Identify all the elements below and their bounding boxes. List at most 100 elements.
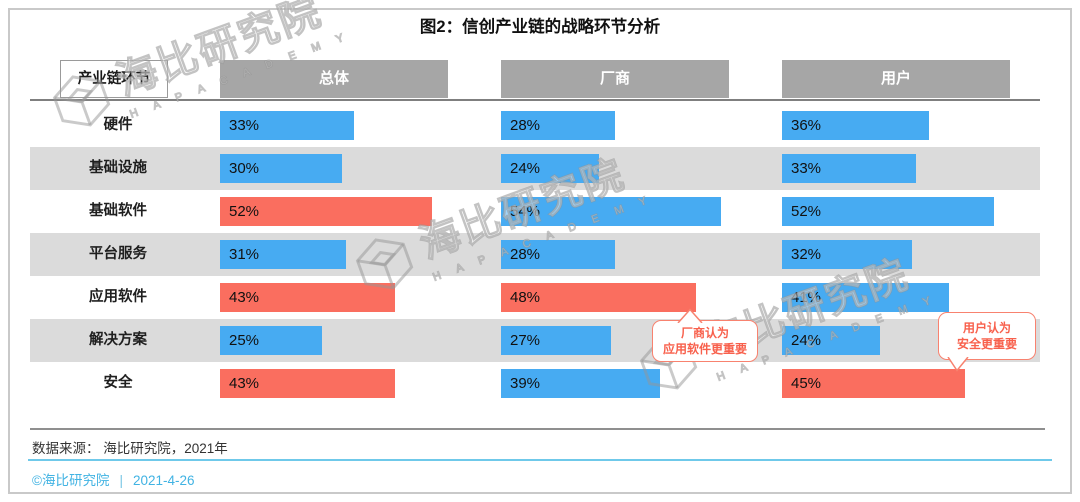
cell-vendor: 27% — [501, 319, 729, 362]
cell-vendor: 28% — [501, 104, 729, 147]
bar-value: 24% — [510, 160, 541, 177]
bar-value: 33% — [229, 117, 260, 134]
bar-overall: 33% — [220, 111, 355, 140]
bar-overall: 25% — [220, 326, 322, 355]
footer-divider — [28, 459, 1052, 461]
footer-date: 2021-4-26 — [132, 473, 195, 488]
column-gap — [448, 104, 501, 147]
row-label: 解决方案 — [89, 332, 147, 348]
header-divider — [30, 99, 1040, 101]
bar-value: 28% — [510, 117, 541, 134]
row-label: 基础软件 — [89, 203, 147, 219]
bar-value: 30% — [229, 160, 260, 177]
vendor-callout-bubble: 厂商认为 应用软件更重要 — [652, 308, 758, 362]
corner-label: 产业链环节 — [60, 60, 168, 98]
footer: ©海比研究院 | 2021-4-26 — [32, 469, 195, 489]
cell-user: 41% — [782, 276, 1010, 319]
cell-overall: 33% — [220, 104, 448, 147]
bar-vendor: 54% — [501, 197, 721, 226]
cell-vendor: 24% — [501, 147, 729, 190]
cell-user: 52% — [782, 190, 1010, 233]
bar-overall: 31% — [220, 240, 347, 269]
callout-tail-down-icon — [947, 357, 969, 372]
column-gap — [729, 362, 782, 405]
source-note: 数据来源： 海比研究院，2021年 — [32, 441, 228, 456]
bar-value: 54% — [510, 203, 541, 220]
bar-value: 28% — [510, 246, 541, 263]
callout-text-line: 厂商认为 — [680, 325, 729, 340]
bar-vendor: 28% — [501, 111, 615, 140]
table-body: 硬件 33% 28% 36% 基础设施 30% 24% 33% 基础软件 52%… — [30, 104, 1040, 405]
cell-overall: 52% — [220, 190, 448, 233]
table-row: 基础设施 30% 24% 33% — [30, 147, 1040, 190]
cell-overall: 30% — [220, 147, 448, 190]
user-callout-bubble: 用户认为 安全更重要 — [938, 312, 1036, 372]
table-row: 应用软件 43% 48% 41% — [30, 276, 1040, 319]
bar-value: 52% — [791, 203, 822, 220]
column-gap — [729, 276, 782, 319]
bar-overall: 30% — [220, 154, 343, 183]
column-gap — [448, 362, 501, 405]
bar-user: 45% — [782, 369, 966, 398]
bar-overall: 43% — [220, 283, 395, 312]
bar-value: 43% — [229, 289, 260, 306]
row-label: 应用软件 — [89, 289, 147, 305]
cell-vendor: 48% — [501, 276, 729, 319]
bar-value: 45% — [791, 375, 822, 392]
bar-user: 36% — [782, 111, 929, 140]
bar-vendor: 28% — [501, 240, 615, 269]
callout-text-line: 用户认为 — [962, 320, 1011, 335]
footer-brand: ©海比研究院 — [32, 473, 110, 488]
column-gap — [448, 276, 501, 319]
chart-title: 图2：信创产业链的战略环节分析 — [419, 18, 661, 36]
bar-vendor: 27% — [501, 326, 611, 355]
bar-value: 32% — [791, 246, 822, 263]
column-gap — [729, 190, 782, 233]
bar-value: 25% — [229, 332, 260, 349]
cell-user: 36% — [782, 104, 1010, 147]
cell-user: 32% — [782, 233, 1010, 276]
column-header-user: 用户 — [782, 60, 1010, 98]
bar-vendor: 39% — [501, 369, 660, 398]
column-header-vendor: 厂商 — [501, 60, 729, 98]
bar-value: 48% — [510, 289, 541, 306]
bar-value: 52% — [229, 203, 260, 220]
bar-value: 27% — [510, 332, 541, 349]
bar-user: 41% — [782, 283, 949, 312]
bar-user: 33% — [782, 154, 917, 183]
bar-vendor: 24% — [501, 154, 599, 183]
row-label: 平台服务 — [89, 246, 147, 262]
cell-user: 24% — [782, 319, 1010, 362]
column-gap — [448, 147, 501, 190]
bar-value: 24% — [791, 332, 822, 349]
table-row: 基础软件 52% 54% 52% — [30, 190, 1040, 233]
callout-tail-up-icon — [677, 308, 703, 323]
cell-vendor: 39% — [501, 362, 729, 405]
bar-value: 36% — [791, 117, 822, 134]
bar-user: 32% — [782, 240, 913, 269]
cell-overall: 31% — [220, 233, 448, 276]
table-row: 硬件 33% 28% 36% — [30, 104, 1040, 147]
cell-overall: 43% — [220, 362, 448, 405]
bar-vendor: 48% — [501, 283, 697, 312]
bar-value: 43% — [229, 375, 260, 392]
bar-user: 24% — [782, 326, 880, 355]
cell-user: 45% — [782, 362, 1010, 405]
bar-value: 31% — [229, 246, 260, 263]
bar-value: 41% — [791, 289, 822, 306]
callout-text-line: 应用软件更重要 — [662, 342, 747, 356]
cell-user: 33% — [782, 147, 1010, 190]
cell-vendor: 54% — [501, 190, 729, 233]
column-gap — [448, 319, 501, 362]
column-gap — [729, 147, 782, 190]
column-gap — [448, 190, 501, 233]
cell-vendor: 28% — [501, 233, 729, 276]
cell-overall: 43% — [220, 276, 448, 319]
row-label: 硬件 — [103, 117, 133, 133]
table-row: 解决方案 25% 27% 24% — [30, 319, 1040, 362]
bar-overall: 43% — [220, 369, 395, 398]
column-gap — [448, 233, 501, 276]
cell-overall: 25% — [220, 319, 448, 362]
footer-separator: | — [119, 473, 123, 488]
